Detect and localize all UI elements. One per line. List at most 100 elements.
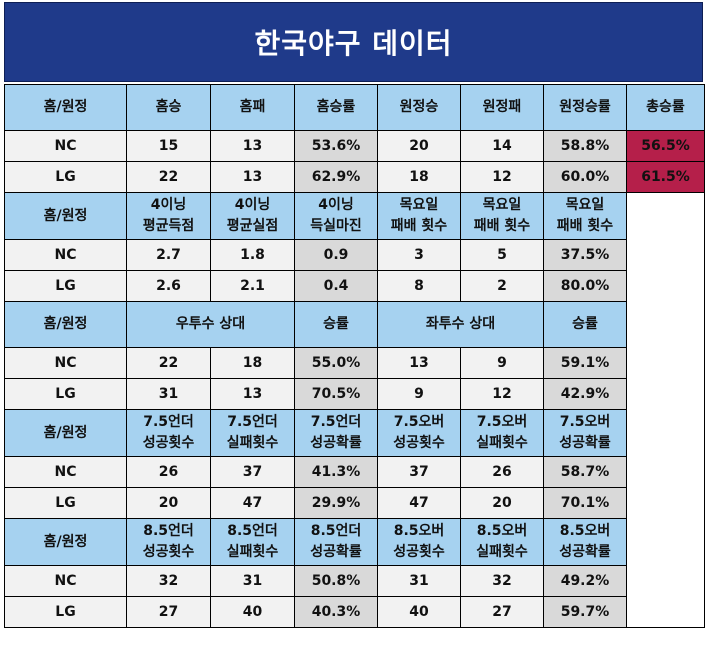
data-cell[interactable]: 26 — [126, 456, 211, 488]
header-cell[interactable]: 7.5언더 성공확률 — [294, 409, 378, 457]
header-cell[interactable]: 8.5언더 실패횟수 — [210, 518, 295, 566]
data-cell[interactable]: 5 — [460, 239, 544, 271]
header-cell[interactable]: 목요일 패배 횟수 — [543, 192, 627, 240]
team-cell[interactable]: LG — [4, 270, 127, 302]
rate-cell[interactable]: 49.2% — [543, 565, 627, 597]
rate-cell[interactable]: 0.4 — [294, 270, 378, 302]
data-cell[interactable]: 27 — [460, 596, 544, 628]
data-cell[interactable]: 13 — [210, 161, 295, 193]
header-cell[interactable]: 원정패 — [460, 84, 544, 131]
data-cell[interactable]: 12 — [460, 161, 544, 193]
rate-cell[interactable]: 58.8% — [543, 130, 627, 162]
data-cell[interactable]: 18 — [210, 347, 295, 379]
data-cell[interactable]: 47 — [377, 487, 461, 519]
rate-cell[interactable]: 41.3% — [294, 456, 378, 488]
rate-cell[interactable]: 60.0% — [543, 161, 627, 193]
data-cell[interactable]: 26 — [460, 456, 544, 488]
header-cell[interactable]: 홈승률 — [294, 84, 378, 131]
data-cell[interactable]: 40 — [210, 596, 295, 628]
total-rate-cell[interactable]: 61.5% — [626, 161, 705, 193]
header-cell[interactable]: 8.5오버 성공확률 — [543, 518, 627, 566]
rate-cell[interactable]: 37.5% — [543, 239, 627, 271]
team-cell[interactable]: LG — [4, 378, 127, 410]
data-cell[interactable]: 31 — [377, 565, 461, 597]
data-cell[interactable]: 37 — [210, 456, 295, 488]
header-cell[interactable]: 우투수 상대 — [126, 301, 295, 348]
team-cell[interactable]: LG — [4, 487, 127, 519]
header-cell[interactable]: 7.5오버 성공횟수 — [377, 409, 461, 457]
header-cell[interactable]: 7.5언더 성공횟수 — [126, 409, 211, 457]
data-cell[interactable]: 1.8 — [210, 239, 295, 271]
header-cell[interactable]: 홈/원정 — [4, 192, 127, 240]
data-cell[interactable]: 15 — [126, 130, 211, 162]
header-cell[interactable]: 홈승 — [126, 84, 211, 131]
total-rate-cell[interactable]: 56.5% — [626, 130, 705, 162]
data-cell[interactable]: 9 — [460, 347, 544, 379]
header-cell[interactable]: 홈/원정 — [4, 518, 127, 566]
header-cell[interactable]: 목요일 패배 횟수 — [460, 192, 544, 240]
rate-cell[interactable]: 58.7% — [543, 456, 627, 488]
data-cell[interactable]: 32 — [460, 565, 544, 597]
header-cell[interactable]: 4이닝 득실마진 — [294, 192, 378, 240]
data-cell[interactable]: 20 — [377, 130, 461, 162]
data-cell[interactable]: 22 — [126, 161, 211, 193]
data-cell[interactable]: 40 — [377, 596, 461, 628]
header-cell[interactable]: 홈/원정 — [4, 301, 127, 348]
rate-cell[interactable]: 80.0% — [543, 270, 627, 302]
rate-cell[interactable]: 0.9 — [294, 239, 378, 271]
data-cell[interactable]: 31 — [210, 565, 295, 597]
data-cell[interactable]: 9 — [377, 378, 461, 410]
header-cell[interactable]: 7.5오버 성공확률 — [543, 409, 627, 457]
rate-cell[interactable]: 50.8% — [294, 565, 378, 597]
header-cell[interactable]: 홈/원정 — [4, 409, 127, 457]
rate-cell[interactable]: 59.1% — [543, 347, 627, 379]
data-cell[interactable]: 2.6 — [126, 270, 211, 302]
data-cell[interactable]: 13 — [377, 347, 461, 379]
rate-cell[interactable]: 55.0% — [294, 347, 378, 379]
header-cell[interactable]: 7.5언더 실패횟수 — [210, 409, 295, 457]
rate-cell[interactable]: 29.9% — [294, 487, 378, 519]
rate-cell[interactable]: 40.3% — [294, 596, 378, 628]
data-cell[interactable]: 47 — [210, 487, 295, 519]
team-cell[interactable]: LG — [4, 161, 127, 193]
rate-cell[interactable]: 70.1% — [543, 487, 627, 519]
header-cell[interactable]: 8.5언더 성공횟수 — [126, 518, 211, 566]
header-cell[interactable]: 좌투수 상대 — [377, 301, 544, 348]
team-cell[interactable]: NC — [4, 347, 127, 379]
data-cell[interactable]: 2.1 — [210, 270, 295, 302]
header-cell[interactable]: 7.5오버 실패횟수 — [460, 409, 544, 457]
header-cell[interactable]: 총승률 — [626, 84, 705, 131]
rate-cell[interactable]: 42.9% — [543, 378, 627, 410]
header-cell[interactable]: 원정승 — [377, 84, 461, 131]
header-cell[interactable]: 8.5언더 성공확률 — [294, 518, 378, 566]
header-cell[interactable]: 4이닝 평균실점 — [210, 192, 295, 240]
header-cell[interactable]: 원정승률 — [543, 84, 627, 131]
header-cell[interactable]: 홈/원정 — [4, 84, 127, 131]
header-cell[interactable]: 목요일 패배 횟수 — [377, 192, 461, 240]
header-cell[interactable]: 승률 — [543, 301, 627, 348]
data-cell[interactable]: 8 — [377, 270, 461, 302]
team-cell[interactable]: NC — [4, 239, 127, 271]
data-cell[interactable]: 37 — [377, 456, 461, 488]
header-cell[interactable]: 승률 — [294, 301, 378, 348]
data-cell[interactable]: 3 — [377, 239, 461, 271]
data-cell[interactable]: 12 — [460, 378, 544, 410]
header-cell[interactable]: 4이닝 평균득점 — [126, 192, 211, 240]
rate-cell[interactable]: 70.5% — [294, 378, 378, 410]
data-cell[interactable]: 31 — [126, 378, 211, 410]
data-cell[interactable]: 32 — [126, 565, 211, 597]
data-cell[interactable]: 20 — [460, 487, 544, 519]
header-cell[interactable]: 홈패 — [210, 84, 295, 131]
rate-cell[interactable]: 59.7% — [543, 596, 627, 628]
data-cell[interactable]: 13 — [210, 378, 295, 410]
rate-cell[interactable]: 62.9% — [294, 161, 378, 193]
team-cell[interactable]: NC — [4, 565, 127, 597]
data-cell[interactable]: 20 — [126, 487, 211, 519]
data-cell[interactable]: 14 — [460, 130, 544, 162]
team-cell[interactable]: NC — [4, 456, 127, 488]
team-cell[interactable]: LG — [4, 596, 127, 628]
data-cell[interactable]: 27 — [126, 596, 211, 628]
header-cell[interactable]: 8.5오버 실패횟수 — [460, 518, 544, 566]
data-cell[interactable]: 2 — [460, 270, 544, 302]
rate-cell[interactable]: 53.6% — [294, 130, 378, 162]
